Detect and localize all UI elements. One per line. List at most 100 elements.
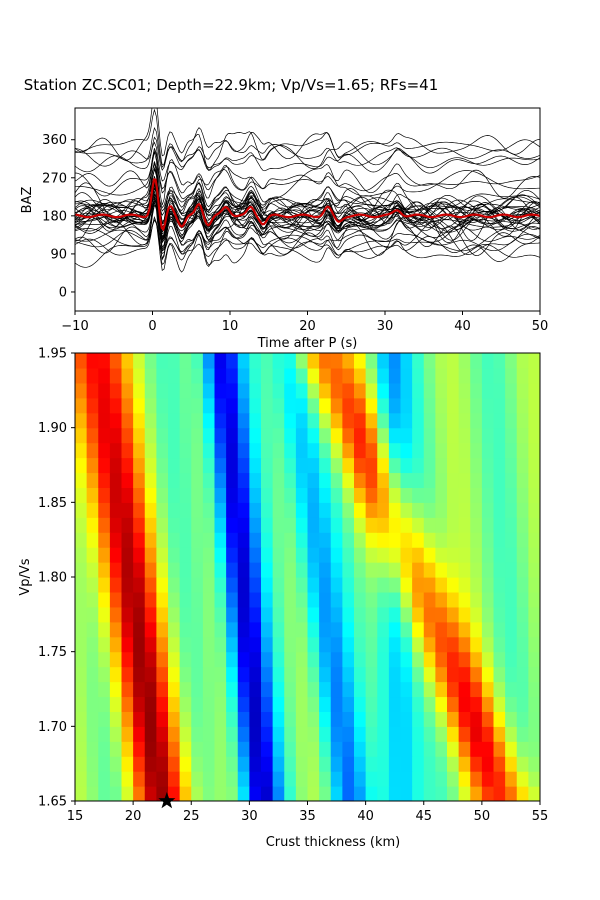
heatmap-cell — [284, 562, 297, 578]
heatmap-cell — [295, 427, 309, 444]
heatmap-cell — [86, 591, 99, 608]
heatmap-cell — [214, 353, 227, 369]
receiver-function-traces — [75, 108, 540, 273]
heatmap-cell — [144, 591, 157, 608]
heatmap-cell — [458, 771, 471, 787]
bottom-x-tick-label: 40 — [357, 809, 374, 824]
heatmap-cell — [423, 681, 436, 698]
heatmap-cell — [388, 487, 402, 503]
heatmap-cell — [307, 517, 320, 533]
heatmap-cell — [330, 696, 343, 712]
heatmap-cell — [307, 606, 320, 623]
heatmap-cell — [237, 457, 250, 474]
heatmap-cell — [202, 726, 216, 742]
heatmap-cell — [365, 517, 378, 533]
heatmap-cell — [528, 442, 540, 459]
heatmap-cell — [202, 621, 216, 638]
heatmap-cell — [249, 577, 262, 593]
heatmap-cell — [481, 726, 495, 742]
heatmap-cell — [261, 636, 274, 653]
heatmap-cell — [109, 771, 123, 787]
heatmap-cell — [505, 562, 518, 578]
heatmap-cell — [261, 681, 274, 698]
heatmap-cell — [133, 606, 146, 623]
heatmap-cell — [447, 726, 460, 742]
heatmap-cell — [284, 651, 297, 668]
heatmap-cell — [354, 442, 367, 459]
heatmap-cell — [121, 696, 134, 712]
heatmap-cell — [458, 651, 471, 668]
heatmap-cell — [202, 666, 216, 683]
heatmap-cell — [388, 577, 402, 593]
heatmap-cell — [330, 756, 343, 772]
heatmap-cell — [307, 532, 320, 548]
bottom-y-axis-label: Vp/Vs — [18, 558, 33, 595]
heatmap-cell — [307, 487, 320, 503]
heatmap-cell — [237, 517, 250, 533]
heatmap-cell — [365, 606, 378, 623]
heatmap-cell — [412, 412, 425, 429]
heatmap-cell — [447, 696, 460, 712]
heatmap-cell — [412, 741, 425, 757]
bottom-x-axis-ticks: 15 20 25 30 35 40 45 50 55 — [67, 801, 548, 824]
bottom-x-tick-label: 20 — [125, 809, 142, 824]
heatmap-cell — [109, 577, 123, 593]
heatmap-cell — [214, 651, 227, 668]
heatmap-cell — [237, 442, 250, 459]
heatmap-cell — [412, 517, 425, 533]
heatmap-cell — [365, 562, 378, 578]
heatmap-cell — [86, 532, 99, 548]
heatmap-cell — [237, 562, 250, 578]
heatmap-cell — [168, 711, 181, 727]
heatmap-cell — [179, 442, 192, 459]
heatmap-cell — [516, 696, 529, 712]
heatmap-cell — [156, 397, 169, 414]
heatmap-cell — [388, 636, 402, 653]
heatmap-cell — [493, 606, 506, 623]
heatmap-cell — [156, 427, 169, 444]
heatmap-cell — [226, 726, 239, 742]
heatmap-cell — [516, 771, 529, 787]
heatmap-cell — [470, 726, 483, 742]
heatmap-cell — [354, 771, 367, 787]
heatmap-cell — [423, 696, 436, 712]
heatmap-cell — [98, 427, 111, 444]
heatmap-cell — [156, 741, 169, 757]
heatmap-cell — [365, 591, 378, 608]
heatmap-cell — [86, 442, 99, 459]
heatmap-cell — [400, 412, 413, 429]
heatmap-cell — [237, 412, 250, 429]
heatmap-cell — [202, 711, 216, 727]
heatmap-cell — [342, 621, 355, 638]
heatmap-cell — [121, 502, 134, 518]
heatmap-cell — [179, 696, 192, 712]
heatmap-cell — [470, 786, 483, 801]
heatmap-cell — [423, 666, 436, 683]
heatmap-cell — [412, 786, 425, 801]
heatmap-cell — [481, 741, 495, 757]
heatmap-cell — [237, 547, 250, 563]
heatmap-cell — [365, 487, 378, 503]
heatmap-cell — [133, 741, 146, 757]
heatmap-cell — [86, 562, 99, 578]
heatmap-cell — [226, 651, 239, 668]
heatmap-cell — [377, 771, 390, 787]
heatmap-cell — [261, 382, 274, 399]
heatmap-cell — [400, 696, 413, 712]
heatmap-cell — [342, 353, 355, 369]
heatmap-cell — [202, 741, 216, 757]
heatmap-cell — [133, 666, 146, 683]
heatmap-cell — [191, 591, 204, 608]
heatmap-cell — [423, 562, 436, 578]
heatmap-cell — [400, 532, 413, 548]
heatmap-cell — [86, 771, 99, 787]
heatmap-cell — [470, 487, 483, 503]
heatmap-cell — [423, 577, 436, 593]
stack-trace — [75, 178, 540, 232]
heatmap-cell — [191, 487, 204, 503]
heatmap-cell — [226, 397, 239, 414]
heatmap-cell — [516, 442, 529, 459]
heatmap-cell — [284, 591, 297, 608]
heatmap-cell — [226, 367, 239, 384]
heatmap-cell — [98, 442, 111, 459]
